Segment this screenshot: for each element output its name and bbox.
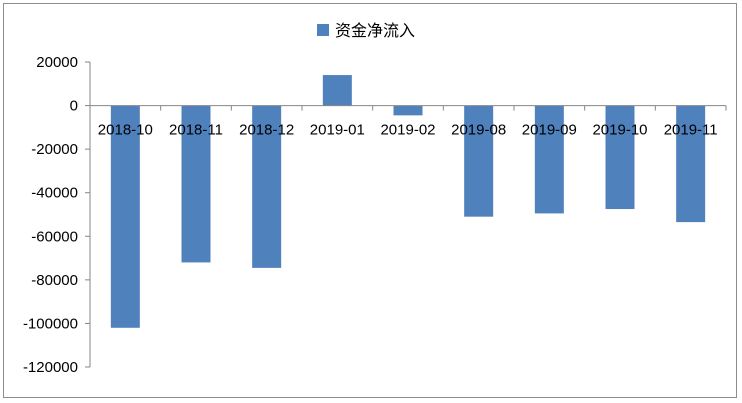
y-tick-label: -20000	[31, 141, 78, 158]
y-tick-label: -120000	[23, 359, 78, 376]
bar	[676, 105, 706, 223]
legend-label: 资金净流入	[335, 21, 415, 40]
y-tick-label: -100000	[23, 315, 78, 332]
x-tick-label: 2019-10	[592, 122, 647, 139]
x-axis: 2018-10 2018-11 2018-12 2019-01 2019-02 2019-…	[89, 105, 727, 139]
y-tick-label: -60000	[31, 228, 78, 245]
x-tick-label: 2019-09	[522, 122, 577, 139]
bar	[322, 75, 352, 106]
y-axis: 20000 0 -20000 -40000 -60000 -80000 -100000 -12…	[23, 54, 91, 376]
legend-swatch	[317, 24, 329, 36]
y-tick-label: -80000	[31, 272, 78, 289]
x-tick-label: 2019-11	[664, 122, 718, 139]
bar	[464, 105, 494, 217]
y-tick-label: 20000	[36, 54, 78, 71]
bars	[110, 75, 706, 328]
bar	[534, 105, 564, 214]
x-tick-label: 2018-12	[239, 122, 294, 139]
y-tick-label: -40000	[31, 185, 78, 202]
x-tick-label: 2018-11	[169, 122, 223, 139]
bar	[252, 105, 282, 268]
x-tick-label: 2019-08	[451, 122, 506, 139]
bar	[110, 105, 140, 328]
bar	[605, 105, 635, 210]
x-tick-label: 2019-01	[310, 122, 365, 139]
y-tick-label: 0	[70, 98, 78, 115]
bar	[181, 105, 211, 263]
x-tick-label: 2018-10	[98, 122, 153, 139]
bar	[393, 105, 423, 116]
x-tick-label: 2019-02	[380, 122, 435, 139]
legend: 资金净流入	[317, 21, 415, 40]
